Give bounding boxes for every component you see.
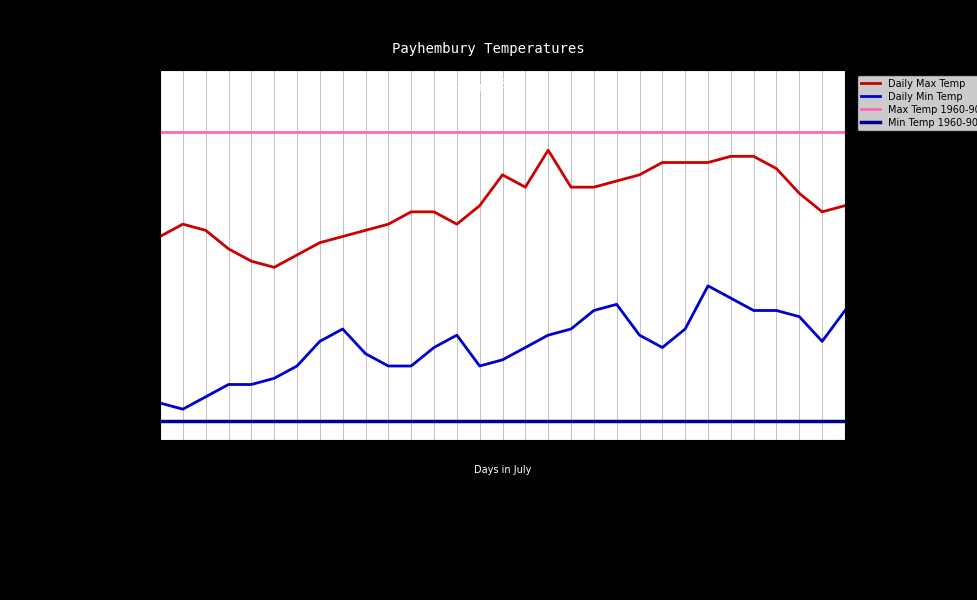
Daily Min Temp: [451, 332, 463, 339]
Daily Max Temp: [588, 184, 600, 191]
Daily Min Temp: [314, 338, 325, 345]
Daily Min Temp: [542, 332, 554, 339]
Daily Max Temp: [382, 221, 394, 228]
Daily Max Temp: [428, 208, 440, 215]
Daily Min Temp: [496, 356, 508, 364]
Daily Max Temp: [451, 221, 463, 228]
Daily Max Temp: [702, 159, 714, 166]
Daily Max Temp: [565, 184, 576, 191]
Daily Max Temp: [200, 227, 212, 234]
Daily Min Temp: [588, 307, 600, 314]
Daily Max Temp: [405, 208, 417, 215]
Daily Max Temp: [474, 202, 486, 209]
Line: Daily Max Temp: Daily Max Temp: [160, 150, 845, 268]
Daily Max Temp: [611, 178, 622, 185]
X-axis label: Days in July: Days in July: [474, 464, 531, 475]
Daily Max Temp: [154, 233, 166, 240]
Daily Min Temp: [382, 362, 394, 370]
Legend: Daily Max Temp, Daily Min Temp, Max Temp 1960-90, Min Temp 1960-90: Daily Max Temp, Daily Min Temp, Max Temp…: [857, 75, 977, 131]
Min Temp 1960-90: [154, 418, 166, 425]
Daily Min Temp: [702, 282, 714, 289]
Daily Min Temp: [223, 381, 234, 388]
Daily Min Temp: [177, 406, 189, 413]
Line: Daily Min Temp: Daily Min Temp: [160, 286, 845, 409]
Daily Max Temp: [520, 184, 531, 191]
Daily Min Temp: [657, 344, 668, 351]
Daily Min Temp: [839, 307, 851, 314]
Max Temp 1960-90: [131, 128, 143, 135]
Daily Max Temp: [839, 202, 851, 209]
Daily Min Temp: [634, 332, 646, 339]
Daily Max Temp: [771, 165, 783, 172]
Daily Min Temp: [428, 344, 440, 351]
Daily Min Temp: [725, 295, 737, 302]
Daily Max Temp: [725, 153, 737, 160]
Daily Min Temp: [337, 325, 349, 332]
Daily Max Temp: [657, 159, 668, 166]
Daily Min Temp: [611, 301, 622, 308]
Daily Max Temp: [223, 245, 234, 253]
Daily Min Temp: [565, 325, 576, 332]
Daily Min Temp: [200, 393, 212, 400]
Daily Min Temp: [269, 375, 280, 382]
Daily Min Temp: [520, 344, 531, 351]
Daily Min Temp: [817, 338, 828, 345]
Daily Max Temp: [496, 171, 508, 178]
Daily Max Temp: [337, 233, 349, 240]
Daily Min Temp: [154, 400, 166, 407]
Max Temp 1960-90: [154, 128, 166, 135]
Daily Min Temp: [291, 362, 303, 370]
Daily Max Temp: [177, 221, 189, 228]
Daily Min Temp: [679, 325, 691, 332]
Text: July 2014: July 2014: [454, 78, 523, 91]
Daily Max Temp: [360, 227, 371, 234]
Daily Min Temp: [474, 362, 486, 370]
Daily Max Temp: [245, 257, 257, 265]
Daily Min Temp: [771, 307, 783, 314]
Daily Min Temp: [360, 350, 371, 357]
Text: Payhembury Temperatures: Payhembury Temperatures: [392, 42, 585, 56]
Daily Max Temp: [314, 239, 325, 246]
Daily Max Temp: [793, 190, 805, 197]
Daily Min Temp: [747, 307, 759, 314]
Daily Min Temp: [405, 362, 417, 370]
Daily Min Temp: [793, 313, 805, 320]
Daily Max Temp: [634, 171, 646, 178]
Daily Max Temp: [269, 264, 280, 271]
Min Temp 1960-90: [131, 418, 143, 425]
Daily Max Temp: [817, 208, 828, 215]
Daily Min Temp: [245, 381, 257, 388]
Daily Max Temp: [679, 159, 691, 166]
Daily Max Temp: [291, 251, 303, 259]
Daily Max Temp: [747, 153, 759, 160]
Daily Max Temp: [542, 146, 554, 154]
